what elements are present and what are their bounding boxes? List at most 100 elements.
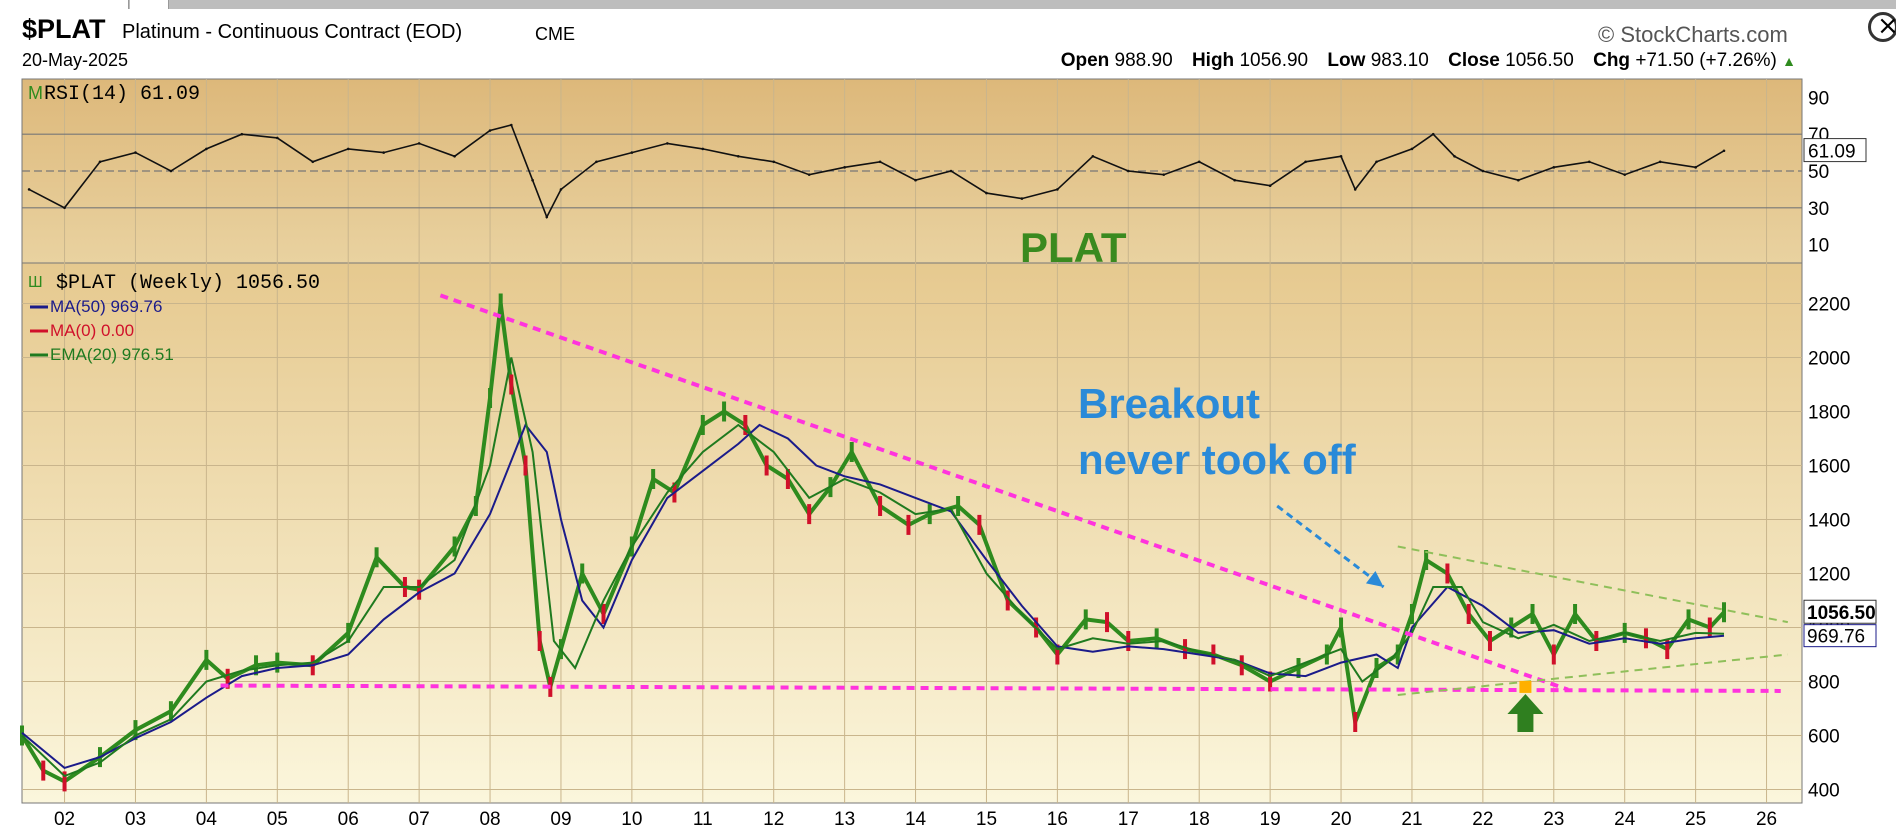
trendline (1397, 545, 1789, 624)
rsi-annotation: PLAT (1020, 224, 1127, 271)
x-tick-label: 18 (1189, 809, 1210, 830)
rsi-point (701, 147, 705, 151)
y-tick-label: 2200 (1808, 295, 1850, 316)
trendline (1397, 653, 1788, 696)
rsi-point (949, 169, 953, 173)
rsi-point (510, 123, 513, 127)
y-tick-label: 1200 (1808, 565, 1850, 586)
rsi-point (1162, 173, 1166, 176)
legend-entry: EMA(20) 976.51 (50, 345, 174, 364)
x-tick-label: 14 (905, 809, 927, 830)
x-tick-label: 21 (1401, 809, 1422, 830)
rsi-point (1722, 149, 1726, 153)
x-tick-label: 15 (976, 809, 997, 830)
rsi-point (1658, 160, 1662, 164)
rsi-point (311, 160, 315, 164)
rsi-point (240, 132, 244, 136)
x-tick-label: 24 (1614, 809, 1636, 830)
tab-1[interactable] (0, 0, 129, 9)
rsi-point (666, 142, 669, 145)
rsi-point (1694, 166, 1697, 169)
rsi-point (559, 188, 563, 191)
dashed-arrow-line (1276, 504, 1385, 589)
last-ma-label: 969.76 (1807, 627, 1865, 648)
rsi-point (1339, 154, 1343, 158)
rsi-point (275, 136, 279, 140)
rsi-point (1091, 154, 1095, 158)
tab-2[interactable] (130, 0, 169, 9)
rsi-y-tick-label: 10 (1808, 236, 1829, 257)
indicator-line (21, 423, 1725, 770)
rsi-point (205, 147, 208, 151)
rsi-point (1587, 160, 1591, 164)
rsi-point (630, 151, 634, 154)
last-ma-box (1803, 624, 1877, 648)
rsi-point (417, 142, 421, 145)
rsi-value-box (1803, 138, 1867, 163)
rsi-point (595, 160, 598, 164)
rsi-point (1056, 188, 1059, 191)
x-tick-label: 17 (1118, 809, 1139, 830)
x-tick-label: 02 (54, 809, 75, 830)
rsi-point (914, 178, 917, 182)
y-tick-label: 400 (1808, 781, 1840, 802)
ohlc-summary: Open 988.90 High 1056.90 Low 983.10 Clos… (1061, 50, 1796, 72)
instrument-name: Platinum - Continuous Contract (EOD) (122, 21, 463, 43)
symbol-title: $PLAT (22, 14, 106, 44)
rsi-point (736, 154, 740, 158)
price-legend-title: $PLAT (Weekly) 1056.50 (56, 272, 320, 295)
low-label: Low (1327, 50, 1366, 71)
rsi-point (1375, 160, 1378, 164)
rsi-point (27, 188, 31, 191)
x-tick-label: 20 (1330, 809, 1351, 830)
x-tick-label: 03 (125, 809, 146, 830)
rsi-point (772, 160, 776, 164)
price-legend-icon: Ш (28, 274, 43, 291)
square-marker (1519, 680, 1532, 693)
date-label: 20-May-2025 (22, 50, 129, 70)
rsi-point (1233, 178, 1236, 182)
last-price-label: 1056.50 (1807, 603, 1876, 624)
x-tick-label: 22 (1472, 809, 1493, 830)
x-tick-label: 25 (1685, 809, 1706, 830)
rsi-legend-icon: M (28, 83, 43, 103)
rsi-point (169, 169, 173, 173)
rsi-point (1126, 169, 1130, 173)
rsi-legend-title: RSI(14) 61.09 (44, 83, 200, 106)
rsi-point (1020, 197, 1024, 200)
rsi-point (1268, 184, 1272, 188)
rsi-point (1431, 132, 1435, 136)
triangle-up-icon: ▲ (1782, 53, 1796, 69)
open-label: Open (1060, 50, 1110, 71)
brand-link[interactable]: © StockCharts.com (1598, 22, 1788, 47)
rsi-point (1197, 160, 1201, 164)
rsi-point (545, 215, 549, 219)
y-tick-label: 600 (1808, 727, 1840, 748)
rsi-y-tick-label: 50 (1808, 162, 1829, 183)
open-value: 988.90 (1114, 50, 1173, 71)
legend-entry: MA(0) 0.00 (50, 321, 134, 340)
exchange-label: CME (535, 24, 575, 44)
x-tick-label: 11 (693, 809, 713, 830)
chg-value: +71.50 (+7.26%) (1635, 50, 1777, 71)
x-tick-label: 23 (1543, 809, 1564, 830)
rsi-point (807, 173, 811, 176)
x-tick-label: 07 (409, 809, 430, 830)
rsi-point (985, 191, 988, 195)
rsi-point (1304, 160, 1307, 164)
rsi-point (346, 147, 350, 151)
low-value: 983.10 (1370, 50, 1429, 71)
x-tick-label: 16 (1047, 809, 1068, 830)
rsi-point (1353, 188, 1357, 191)
rsi-point (1517, 178, 1520, 182)
chg-label: Chg (1593, 50, 1631, 71)
rsi-point (98, 160, 102, 164)
y-tick-label: 1600 (1808, 457, 1850, 478)
breakout-annotation-line2: never took off (1078, 436, 1357, 483)
x-tick-label: 26 (1756, 809, 1777, 830)
y-tick-label: 800 (1808, 673, 1840, 694)
indicator-line (21, 357, 1725, 778)
y-tick-label: 1800 (1808, 403, 1850, 424)
up-arrow-icon (1507, 694, 1544, 732)
